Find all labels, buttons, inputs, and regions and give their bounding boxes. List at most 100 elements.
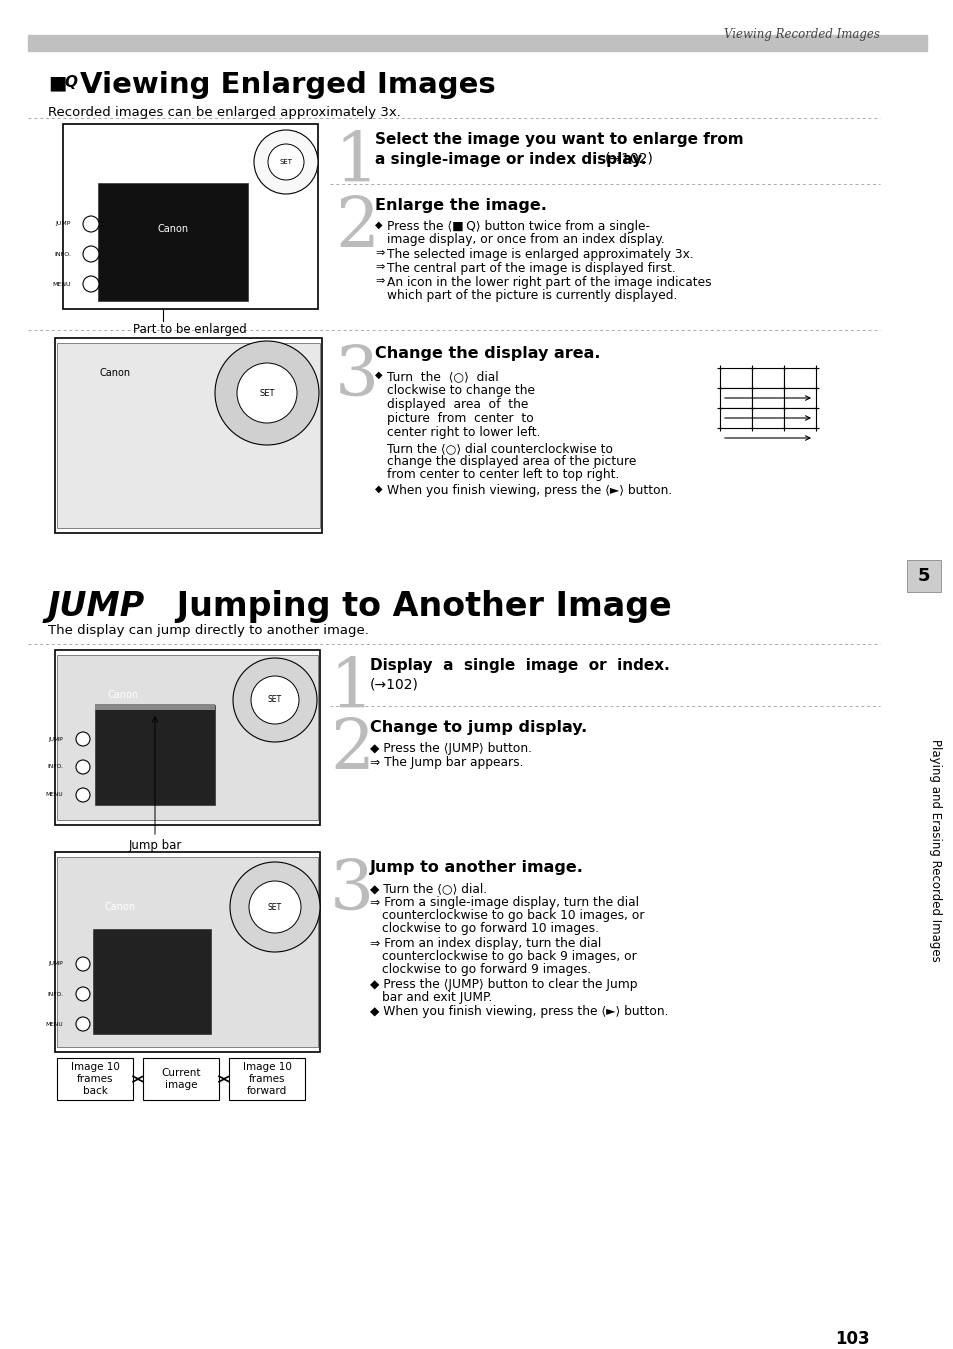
Bar bbox=[751, 389, 783, 407]
Text: The display can jump directly to another image.: The display can jump directly to another… bbox=[48, 625, 369, 637]
Text: Part to be enlarged: Part to be enlarged bbox=[133, 322, 247, 336]
Bar bbox=[57, 343, 319, 527]
Text: Image 10
frames
back: Image 10 frames back bbox=[71, 1062, 119, 1097]
Circle shape bbox=[76, 788, 90, 803]
Bar bbox=[98, 183, 248, 301]
Text: 2: 2 bbox=[335, 196, 379, 262]
Text: which part of the picture is currently displayed.: which part of the picture is currently d… bbox=[387, 289, 677, 302]
Text: (→102): (→102) bbox=[370, 677, 418, 691]
Text: An icon in the lower right part of the image indicates: An icon in the lower right part of the i… bbox=[387, 277, 711, 289]
Bar bbox=[95, 704, 214, 710]
Text: (→102): (→102) bbox=[604, 152, 653, 166]
Bar bbox=[95, 706, 214, 805]
Text: 1: 1 bbox=[330, 656, 374, 722]
Text: ◆ Press the ⟨JUMP⟩ button.: ◆ Press the ⟨JUMP⟩ button. bbox=[370, 742, 532, 755]
Text: ⇒ From an index display, turn the dial: ⇒ From an index display, turn the dial bbox=[370, 938, 600, 950]
Text: ◆: ◆ bbox=[375, 220, 382, 229]
Text: 3: 3 bbox=[335, 343, 378, 409]
Text: Jump bar: Jump bar bbox=[128, 839, 181, 853]
Text: ⇒: ⇒ bbox=[375, 262, 384, 272]
Bar bbox=[63, 124, 317, 309]
Text: Jumping to Another Image: Jumping to Another Image bbox=[165, 590, 671, 623]
Bar bbox=[229, 1058, 305, 1099]
Text: SET: SET bbox=[268, 902, 282, 912]
Text: counterclockwise to go back 10 images, or: counterclockwise to go back 10 images, o… bbox=[381, 909, 644, 921]
Text: from center to center left to top right.: from center to center left to top right. bbox=[387, 468, 618, 482]
Text: ⇒: ⇒ bbox=[375, 248, 384, 258]
Text: ◆ Turn the ⟨○⟩ dial.: ◆ Turn the ⟨○⟩ dial. bbox=[370, 882, 487, 894]
Text: Playing and Erasing Recorded Images: Playing and Erasing Recorded Images bbox=[928, 739, 942, 962]
Text: The central part of the image is displayed first.: The central part of the image is display… bbox=[387, 262, 675, 275]
Text: ■: ■ bbox=[48, 73, 67, 92]
Text: counterclockwise to go back 9 images, or: counterclockwise to go back 9 images, or bbox=[381, 950, 636, 963]
Text: SET: SET bbox=[259, 389, 274, 398]
Circle shape bbox=[76, 987, 90, 1001]
Bar bbox=[906, 560, 940, 592]
Text: Turn  the  ⟨○⟩  dial: Turn the ⟨○⟩ dial bbox=[387, 370, 498, 383]
Bar bbox=[783, 389, 815, 407]
Circle shape bbox=[253, 130, 317, 194]
Circle shape bbox=[214, 341, 318, 445]
Text: center right to lower left.: center right to lower left. bbox=[387, 426, 540, 438]
Bar bbox=[55, 339, 322, 533]
Text: a single-image or index display.: a single-image or index display. bbox=[375, 152, 646, 167]
Circle shape bbox=[83, 246, 99, 262]
Text: bar and exit JUMP.: bar and exit JUMP. bbox=[381, 992, 492, 1004]
Circle shape bbox=[249, 881, 301, 934]
Text: ⇒ From a single-image display, turn the dial: ⇒ From a single-image display, turn the … bbox=[370, 896, 639, 909]
Text: 2: 2 bbox=[330, 718, 374, 784]
Text: The selected image is enlarged approximately 3x.: The selected image is enlarged approxima… bbox=[387, 248, 693, 260]
Text: Viewing Recorded Images: Viewing Recorded Images bbox=[723, 28, 879, 40]
Text: ◆ Press the ⟨JUMP⟩ button to clear the Jump: ◆ Press the ⟨JUMP⟩ button to clear the J… bbox=[370, 978, 637, 992]
Bar bbox=[143, 1058, 219, 1099]
Bar bbox=[57, 857, 317, 1047]
Text: SET: SET bbox=[279, 159, 293, 165]
Text: Enlarge the image.: Enlarge the image. bbox=[375, 198, 546, 213]
Circle shape bbox=[83, 216, 99, 232]
Circle shape bbox=[76, 733, 90, 746]
Text: INFO.: INFO. bbox=[47, 992, 63, 997]
Text: clockwise to change the: clockwise to change the bbox=[387, 384, 535, 397]
Text: MENU: MENU bbox=[46, 792, 63, 797]
Text: JUMP: JUMP bbox=[55, 221, 71, 227]
Circle shape bbox=[236, 363, 296, 424]
Bar bbox=[57, 1058, 132, 1099]
Text: MENU: MENU bbox=[52, 282, 71, 286]
Text: Change the display area.: Change the display area. bbox=[375, 345, 599, 362]
Text: JUMP: JUMP bbox=[49, 737, 63, 742]
Bar bbox=[783, 368, 815, 389]
Circle shape bbox=[230, 862, 319, 952]
Text: ◆ When you finish viewing, press the ⟨►⟩ button.: ◆ When you finish viewing, press the ⟨►⟩… bbox=[370, 1005, 668, 1018]
Circle shape bbox=[83, 277, 99, 291]
Bar bbox=[55, 650, 319, 826]
Text: ◆: ◆ bbox=[375, 484, 382, 494]
Text: Press the ⟨■ Q⟩ button twice from a single-: Press the ⟨■ Q⟩ button twice from a sing… bbox=[387, 220, 649, 233]
Bar bbox=[55, 853, 319, 1052]
Circle shape bbox=[76, 759, 90, 774]
Text: INFO.: INFO. bbox=[54, 251, 71, 256]
Bar bbox=[783, 407, 815, 428]
Text: 5: 5 bbox=[917, 567, 929, 585]
Text: image display, or once from an index display.: image display, or once from an index dis… bbox=[387, 233, 664, 246]
Bar bbox=[720, 407, 751, 428]
Text: Jump to another image.: Jump to another image. bbox=[370, 861, 583, 876]
Bar bbox=[720, 368, 751, 389]
Text: Image 10
frames
forward: Image 10 frames forward bbox=[242, 1062, 291, 1097]
Text: ⇒ The Jump bar appears.: ⇒ The Jump bar appears. bbox=[370, 755, 523, 769]
Text: 3: 3 bbox=[330, 857, 374, 923]
Text: Q: Q bbox=[64, 76, 77, 90]
Text: MENU: MENU bbox=[46, 1021, 63, 1027]
Bar bbox=[57, 656, 317, 820]
Text: 103: 103 bbox=[835, 1330, 869, 1348]
Text: Canon: Canon bbox=[157, 224, 189, 233]
Text: Canon: Canon bbox=[108, 689, 138, 700]
Text: clockwise to go forward 9 images.: clockwise to go forward 9 images. bbox=[381, 963, 591, 975]
Text: change the displayed area of the picture: change the displayed area of the picture bbox=[387, 455, 636, 468]
Circle shape bbox=[76, 956, 90, 971]
Circle shape bbox=[233, 658, 316, 742]
Text: When you finish viewing, press the ⟨►⟩ button.: When you finish viewing, press the ⟨►⟩ b… bbox=[387, 484, 672, 496]
Bar bbox=[28, 35, 926, 51]
Text: Recorded images can be enlarged approximately 3x.: Recorded images can be enlarged approxim… bbox=[48, 107, 400, 119]
Text: Viewing Enlarged Images: Viewing Enlarged Images bbox=[80, 71, 496, 98]
Text: Canon: Canon bbox=[104, 902, 135, 912]
